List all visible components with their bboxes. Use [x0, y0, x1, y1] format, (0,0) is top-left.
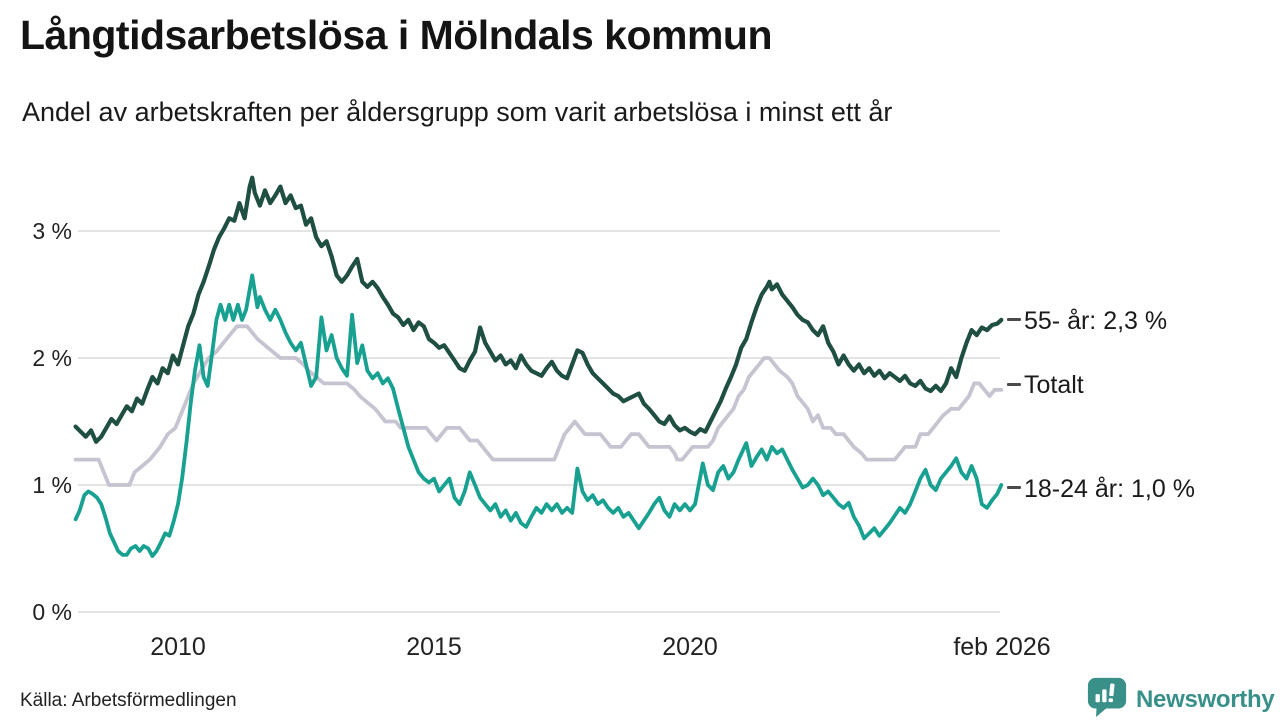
y-tick-label: 1 %	[32, 472, 72, 498]
y-tick-label: 0 %	[32, 599, 72, 625]
page-subtitle: Andel av arbetskraften per åldersgrupp s…	[22, 97, 893, 127]
newsworthy-logo[interactable]: Newsworthy	[1086, 676, 1275, 720]
page-title: Långtidsarbetslösa i Mölndals kommun	[20, 12, 773, 58]
x-tick-label: 2010	[150, 633, 206, 661]
series-end-label-18-24: 18-24 år: 1,0 %	[1024, 475, 1195, 503]
bar-chart-speech-bubble-icon	[1086, 676, 1128, 720]
series-label-dash	[1007, 318, 1021, 321]
source-text: Källa: Arbetsförmedlingen	[20, 690, 237, 711]
x-tick-label: 2015	[406, 633, 462, 661]
x-tick-label: feb 2026	[953, 633, 1051, 661]
series-label-dash	[1007, 383, 1021, 386]
series-end-label-55plus: 55- år: 2,3 %	[1024, 307, 1168, 335]
newsworthy-wordmark: Newsworthy	[1136, 685, 1275, 713]
y-tick-label: 3 %	[32, 218, 72, 244]
series-end-label-total: Totalt	[1024, 371, 1084, 399]
y-tick-label: 2 %	[32, 345, 72, 371]
series-label-dash	[1007, 486, 1021, 489]
x-tick-label: 2020	[662, 633, 718, 661]
